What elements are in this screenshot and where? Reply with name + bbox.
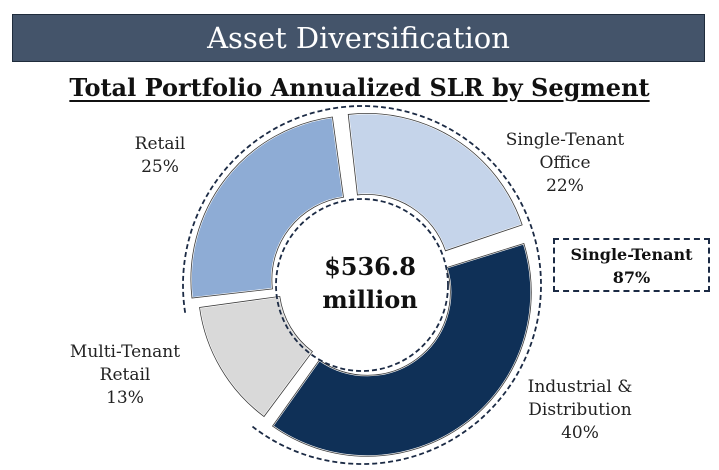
label-multi-tenant-retail: Multi-Tenant Retail 13%	[55, 341, 195, 410]
label-industrial: Industrial & Distribution 40%	[510, 376, 650, 445]
header-title: Asset Diversification	[207, 21, 510, 55]
slice-industrial-distribution-outline	[271, 242, 532, 457]
chart-title-text: Total Portfolio Annualized SLR by Segmen…	[69, 73, 650, 102]
center-total: $536.8 million	[300, 250, 440, 316]
label-office: Single-Tenant Office 22%	[495, 129, 635, 198]
header-banner: Asset Diversification	[12, 14, 705, 62]
label-retail-line1: Retail	[134, 134, 186, 154]
slice-retail-outline	[190, 116, 344, 299]
label-mtr-line1: Multi-Tenant	[69, 342, 181, 362]
callout-line2: 87%	[612, 268, 651, 287]
label-ind-line2: Distribution	[528, 400, 632, 420]
label-mtr-line2: Retail	[99, 365, 151, 385]
label-office-line3: 22%	[546, 176, 584, 196]
center-line1: $536.8	[324, 252, 416, 281]
label-office-line2: Office	[539, 153, 591, 173]
center-line2: million	[322, 285, 418, 314]
chart-title: Total Portfolio Annualized SLR by Segmen…	[0, 73, 719, 102]
slice-single-tenant-office-outline	[347, 113, 523, 252]
single-tenant-inner-ring	[275, 198, 449, 372]
label-mtr-line3: 13%	[106, 388, 144, 408]
label-ind-line1: Industrial &	[527, 377, 633, 397]
label-retail: Retail 25%	[110, 133, 210, 179]
callout-line1: Single-Tenant	[570, 245, 693, 264]
label-retail-line2: 25%	[141, 157, 179, 177]
label-ind-line3: 40%	[561, 423, 599, 443]
slice-multi-tenant-retail-outline	[199, 295, 313, 418]
single-tenant-callout: Single-Tenant 87%	[553, 238, 710, 292]
label-office-line1: Single-Tenant	[505, 130, 625, 150]
